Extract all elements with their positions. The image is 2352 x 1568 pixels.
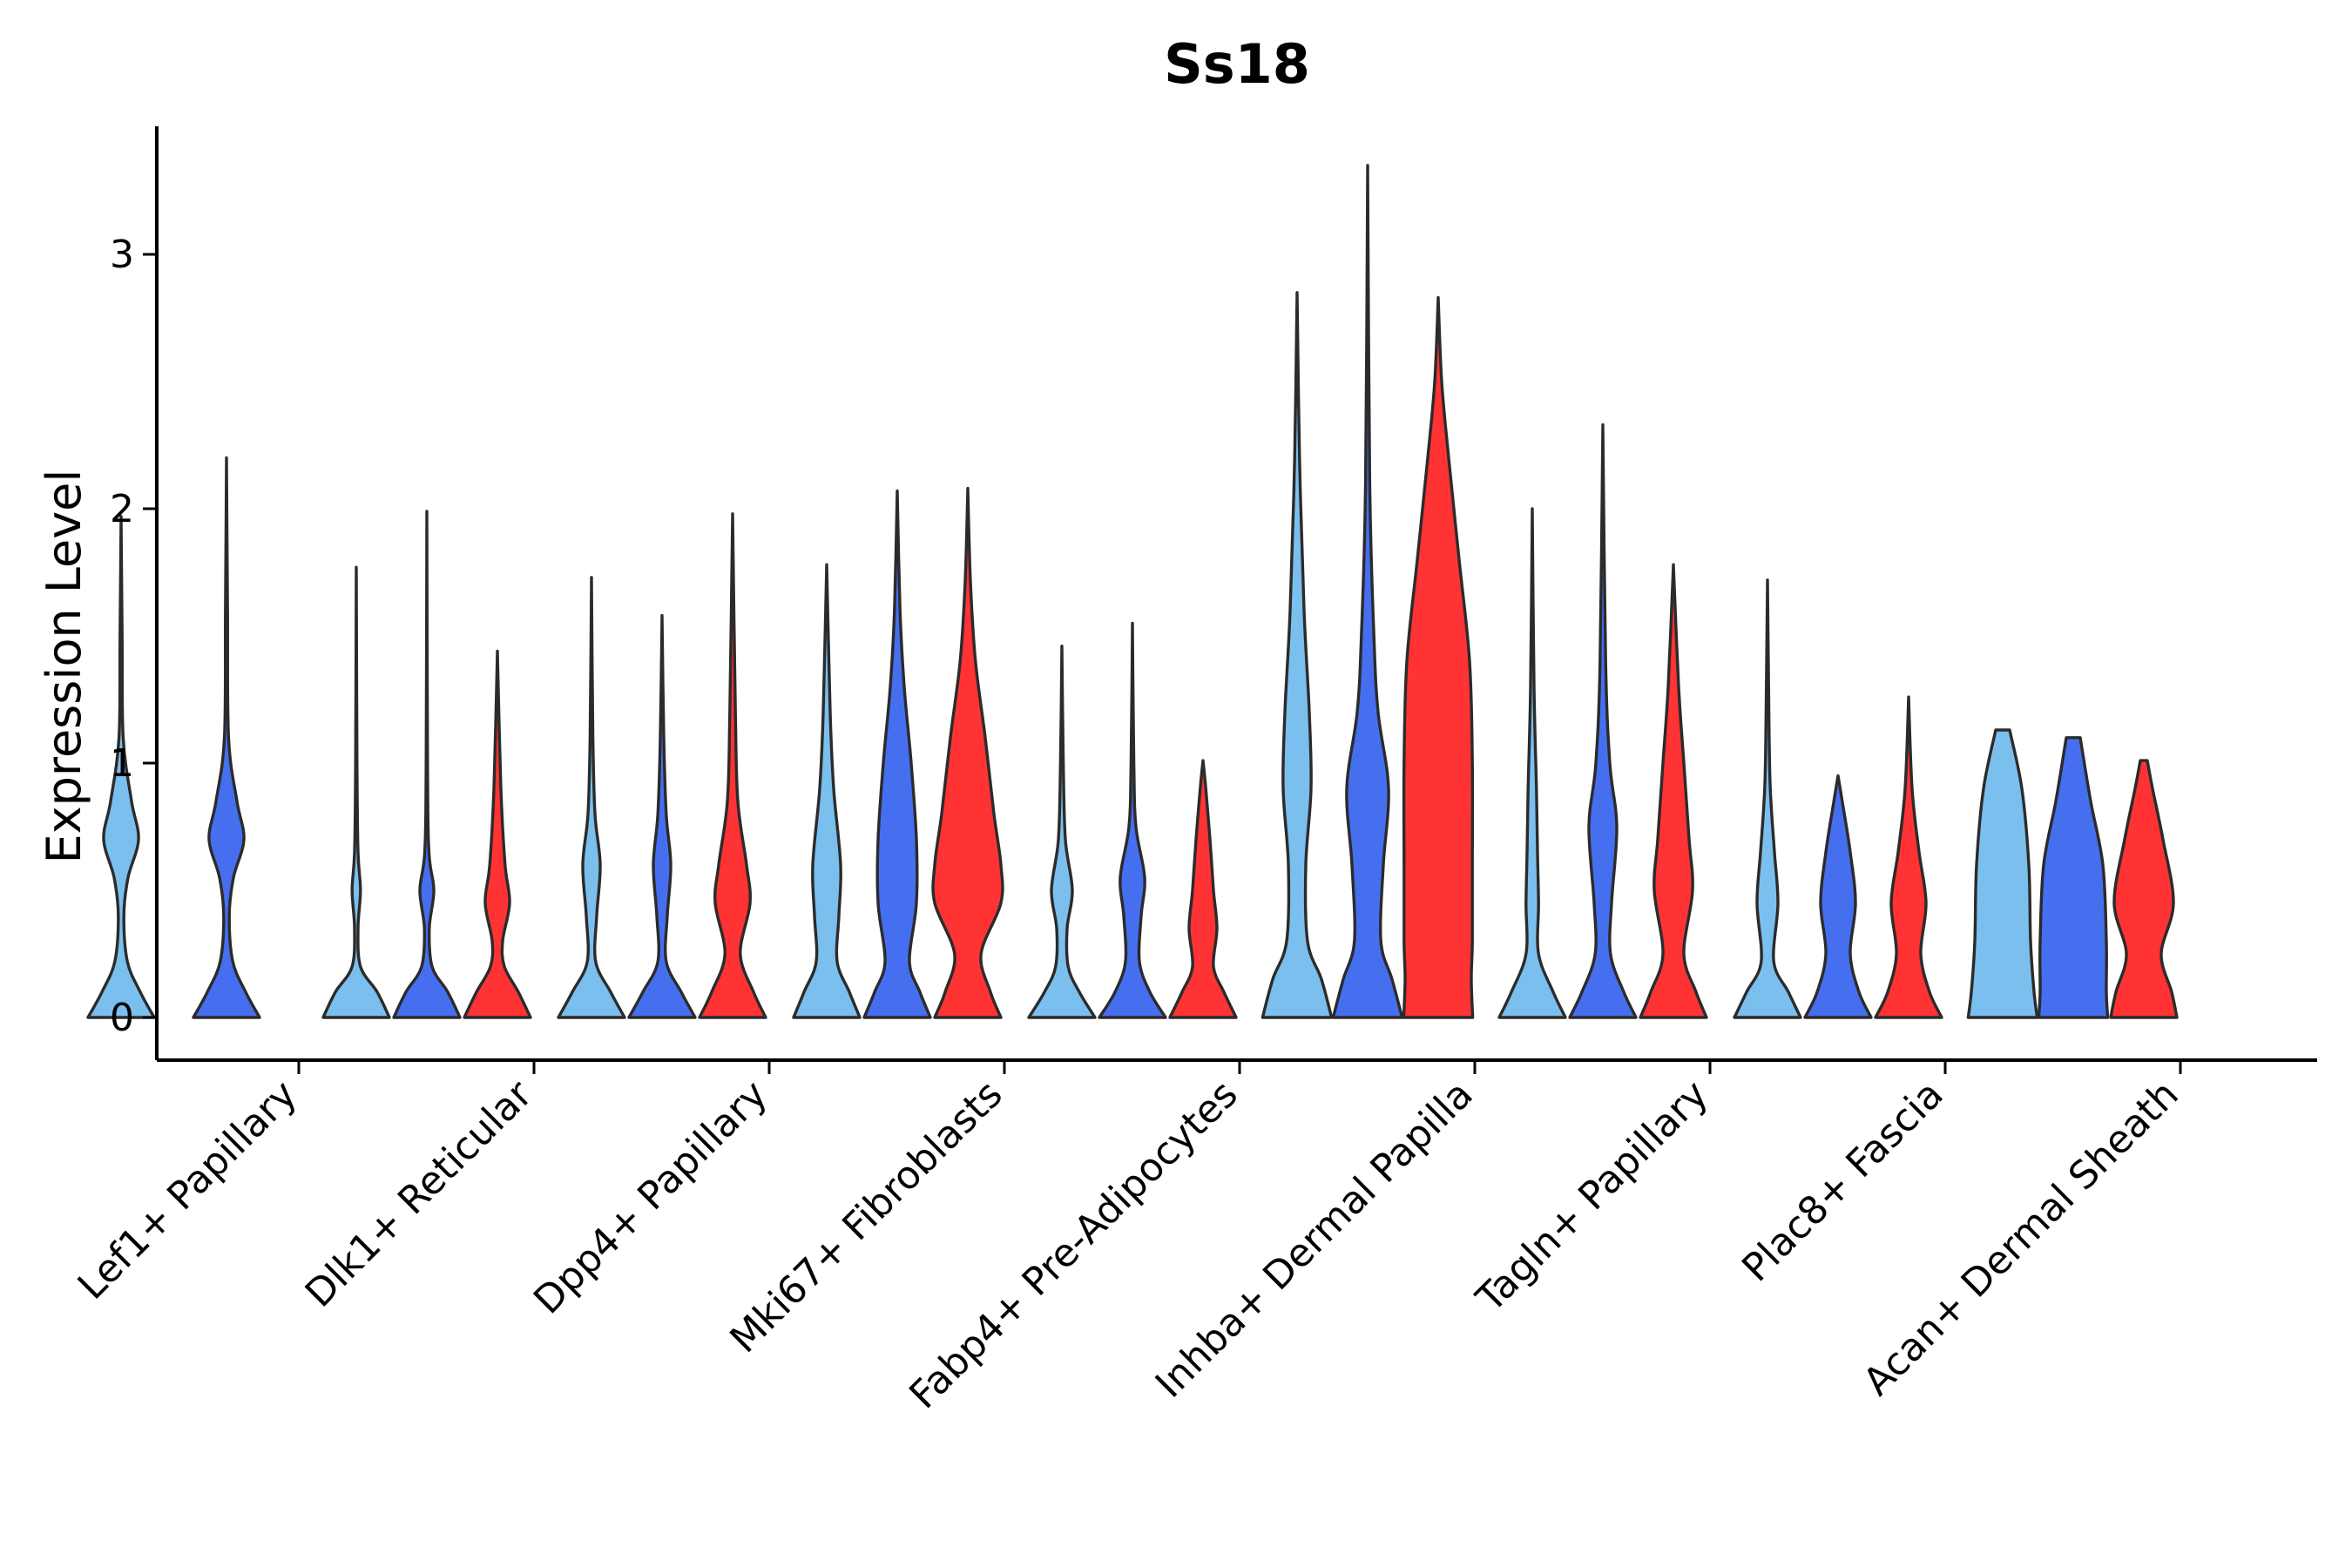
violin-group (557, 512, 767, 1019)
violin-group (1966, 728, 2179, 1019)
violin-dlk1-reticular-0 (321, 565, 391, 1019)
violin-dpp4-papillary-1 (627, 613, 697, 1019)
violin-tagln-papillary-1 (1568, 422, 1638, 1019)
violin-acan-dermal-sheath-0 (1966, 728, 2039, 1019)
violin-inhba-dermal-papilla-0 (1260, 291, 1334, 1019)
chart-title: Ss18 (1164, 32, 1310, 96)
violin-dlk1-reticular-2 (463, 649, 532, 1019)
violin-fabp4-pre-adipocytes-2 (1168, 759, 1238, 1019)
violins-layer (86, 164, 2179, 1019)
y-axis-label: Expression Level (37, 470, 91, 864)
y-tick-label: 1 (110, 741, 134, 786)
violin-lef1-papillary-1 (192, 456, 261, 1019)
violin-acan-dermal-sheath-2 (2109, 759, 2179, 1019)
x-tick-label: Plac8+ Fascia (1734, 1072, 1952, 1291)
violin-lef1-papillary-0 (86, 515, 156, 1019)
violin-mki67-fibroblasts-1 (862, 489, 932, 1019)
violin-plac8-fascia-2 (1874, 695, 1943, 1019)
violin-plac8-fascia-0 (1733, 578, 1802, 1019)
x-tick-label: Tagln+ Papillary (1468, 1072, 1717, 1321)
violin-acan-dermal-sheath-1 (2037, 736, 2110, 1019)
violin-dpp4-papillary-2 (698, 512, 767, 1019)
violin-group (1027, 621, 1238, 1019)
violin-plac8-fascia-1 (1803, 774, 1873, 1019)
violin-group (321, 510, 532, 1019)
violin-inhba-dermal-papilla-2 (1402, 295, 1475, 1019)
violin-group (1260, 164, 1475, 1019)
violin-group (1733, 578, 1943, 1019)
violin-tagln-papillary-0 (1497, 507, 1567, 1019)
violin-dlk1-reticular-1 (392, 510, 462, 1019)
violin-mki67-fibroblasts-0 (792, 563, 862, 1019)
violin-group (1497, 422, 1708, 1019)
violin-group (792, 486, 1004, 1019)
y-tick-label: 3 (110, 233, 134, 277)
violin-fabp4-pre-adipocytes-1 (1098, 621, 1167, 1019)
violin-fabp4-pre-adipocytes-0 (1027, 645, 1097, 1019)
x-tick-label: Dpp4+ Papillary (525, 1072, 776, 1323)
y-tick-label: 0 (110, 996, 134, 1040)
violin-tagln-papillary-2 (1639, 563, 1708, 1019)
violin-inhba-dermal-papilla-1 (1331, 164, 1404, 1019)
y-tick-label: 2 (110, 487, 134, 531)
violin-group (86, 456, 261, 1019)
violin-dpp4-papillary-0 (557, 576, 626, 1019)
violin-mki67-fibroblasts-2 (931, 486, 1004, 1019)
x-tick-label: Lef1+ Papillary (70, 1072, 306, 1308)
x-tick-label: Dlk1+ Reticular (297, 1071, 542, 1316)
